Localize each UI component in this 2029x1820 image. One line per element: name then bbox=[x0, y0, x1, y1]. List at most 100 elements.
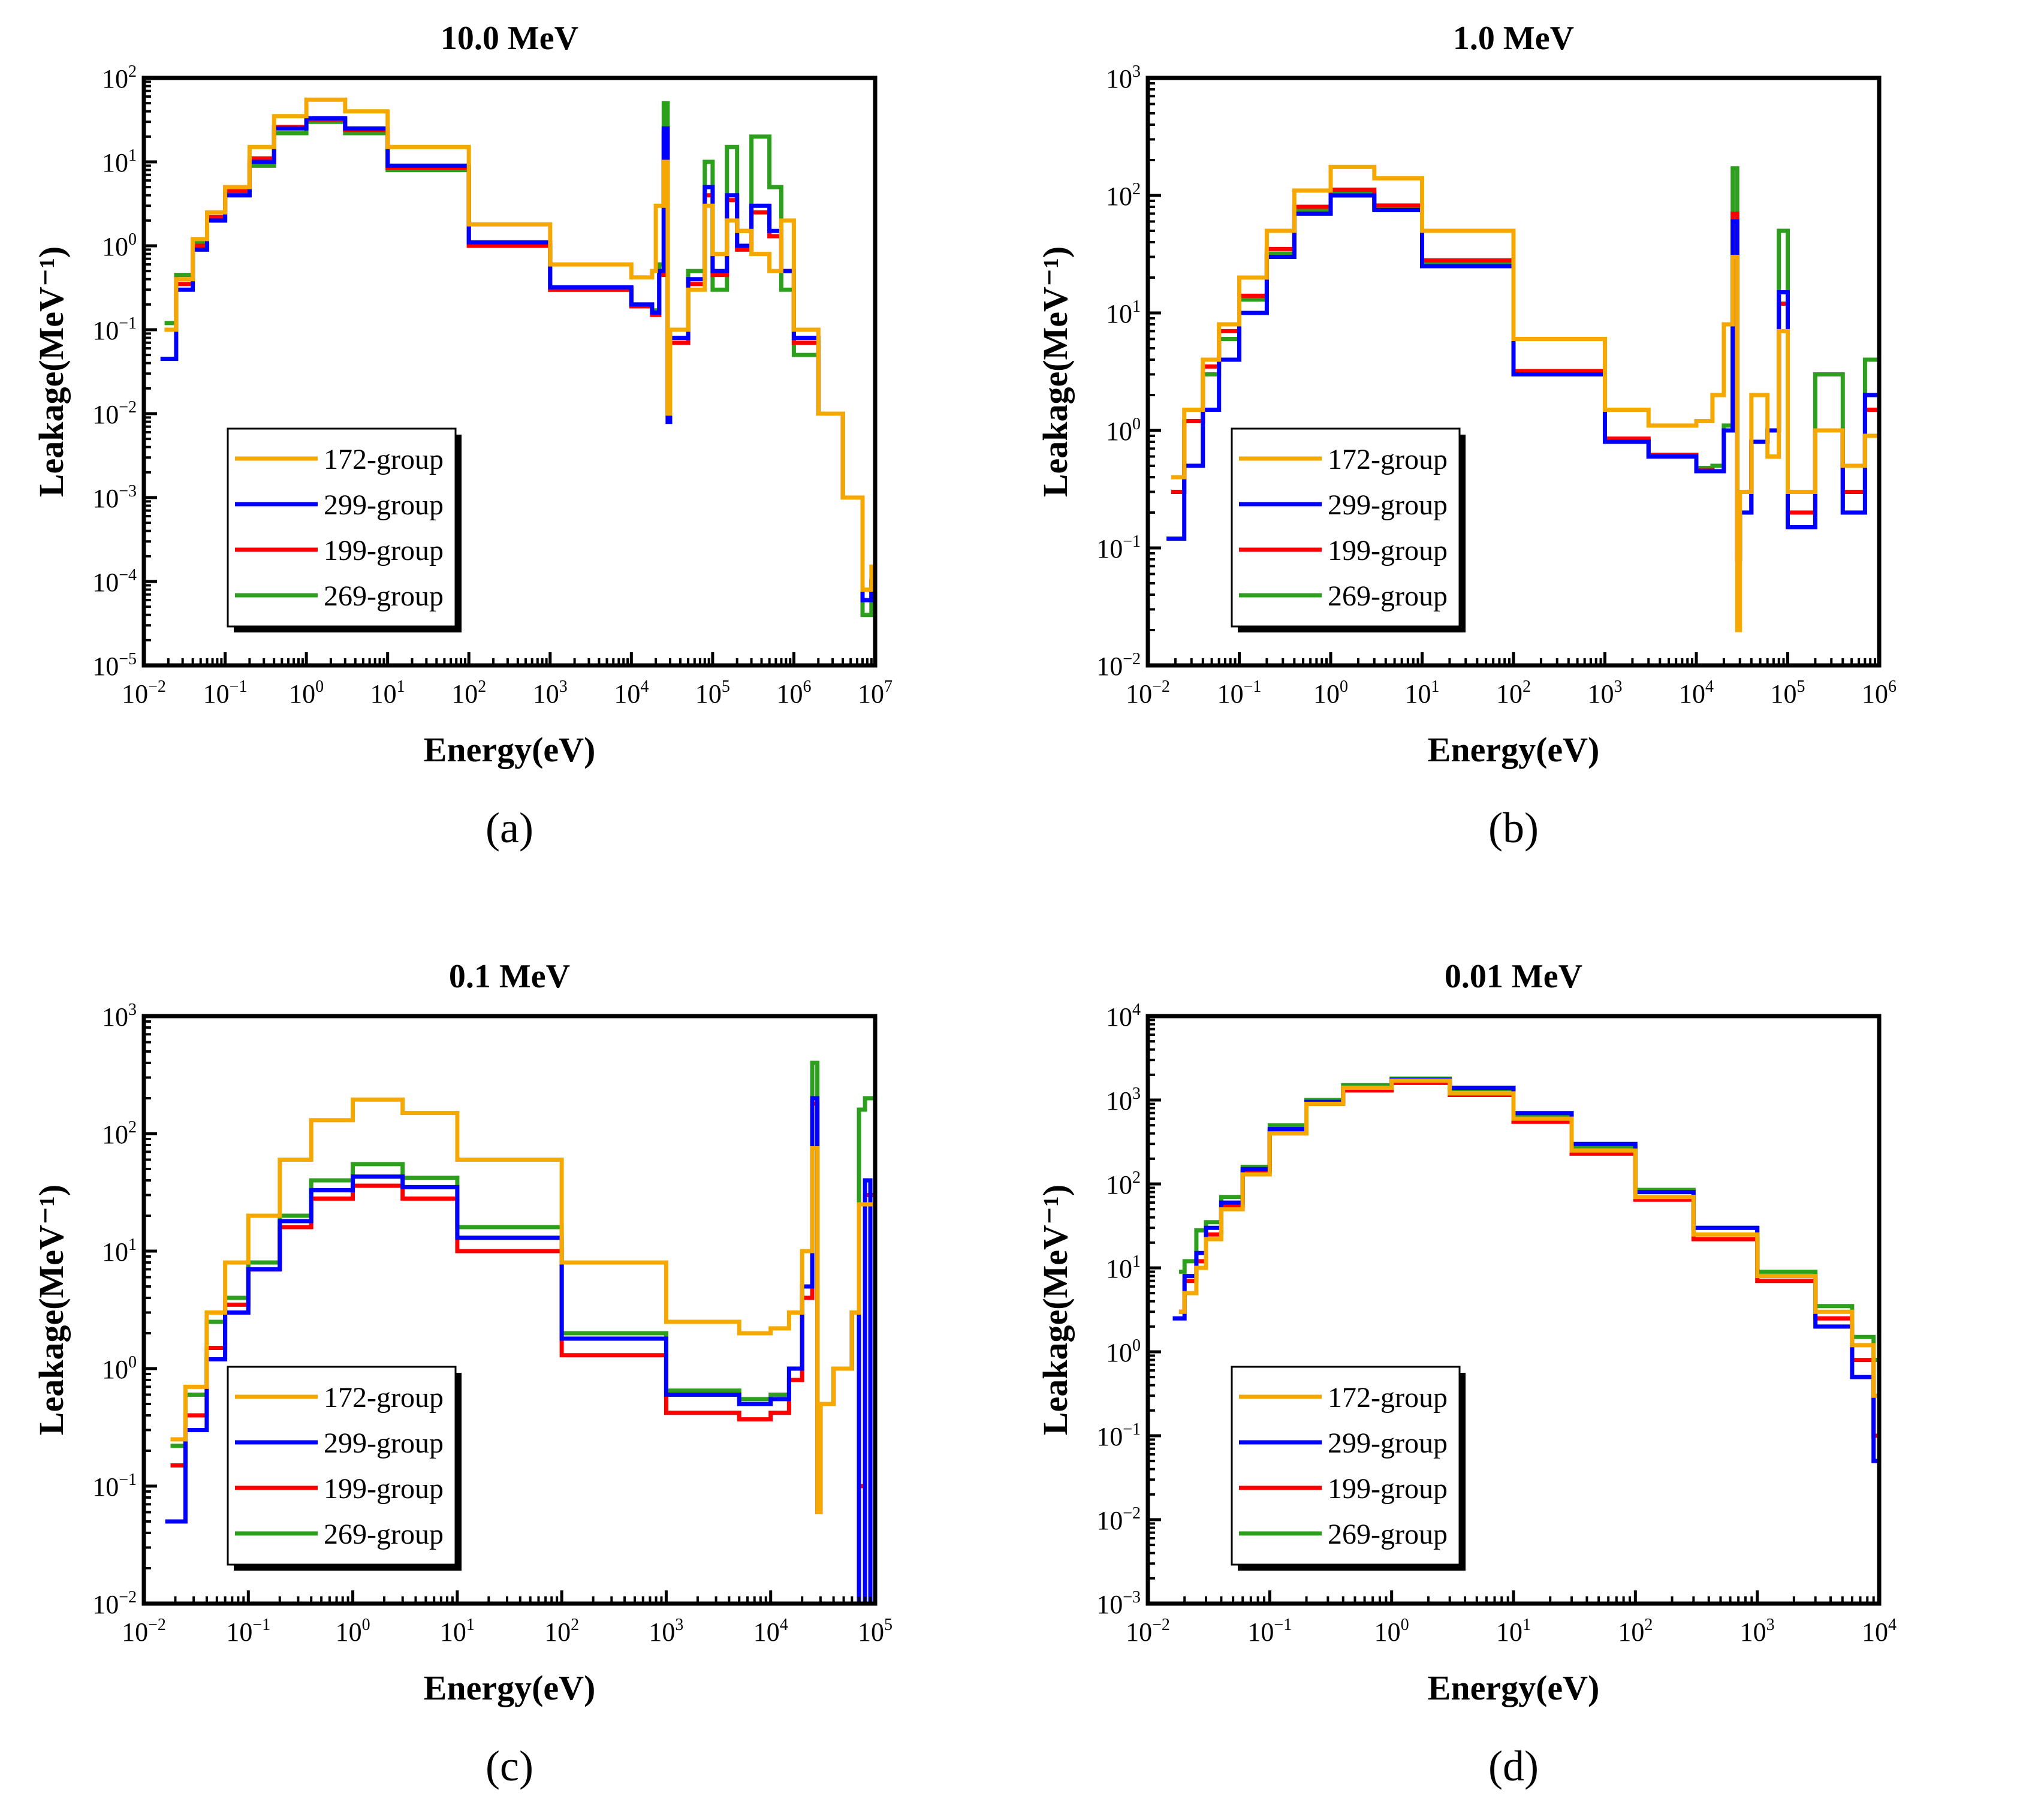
y-axis-label: Leakage(MeV⁻¹) bbox=[32, 246, 71, 497]
legend-label: 269-group bbox=[324, 580, 444, 612]
x-tick-label: 102 bbox=[1618, 1616, 1653, 1647]
plot-area bbox=[165, 1060, 875, 1604]
legend-label: 199-group bbox=[1328, 535, 1448, 567]
x-tick-label: 105 bbox=[1771, 677, 1805, 709]
y-tick-label: 102 bbox=[102, 62, 137, 94]
x-tick-label: 103 bbox=[1740, 1616, 1775, 1647]
y-tick-label: 101 bbox=[1106, 297, 1141, 329]
x-tick-label: 101 bbox=[1405, 677, 1440, 709]
y-axis-label: Leakage(MeV⁻¹) bbox=[32, 1185, 71, 1435]
x-tick-label: 106 bbox=[1862, 677, 1897, 709]
legend-label: 269-group bbox=[1328, 1518, 1448, 1550]
x-tick-label: 103 bbox=[533, 677, 568, 709]
x-tick-label: 101 bbox=[440, 1616, 475, 1647]
x-tick-label: 104 bbox=[1862, 1616, 1897, 1647]
x-tick-label: 10−2 bbox=[122, 677, 166, 709]
x-tick-label: 101 bbox=[1496, 1616, 1531, 1647]
y-axis-label: Leakage(MeV⁻¹) bbox=[1036, 1185, 1075, 1435]
x-tick-label: 103 bbox=[1588, 677, 1623, 709]
chart-panel: 1.0 MeV 10−2 10−1 100 101 102 103 104 105 106 10−2… bbox=[1034, 6, 1993, 869]
x-tick-label: 104 bbox=[1679, 677, 1714, 709]
series-line-172-group bbox=[164, 97, 875, 592]
x-tick-label: 102 bbox=[544, 1616, 579, 1647]
panel-caption: (a) bbox=[486, 804, 533, 852]
chart-svg: 0.1 MeV 10−2 10−1 100 101 102 103 104 105 10−2 10−… bbox=[32, 958, 893, 1790]
x-axis-label: Energy(eV) bbox=[1428, 730, 1600, 769]
x-tick-label: 10−2 bbox=[122, 1616, 166, 1647]
y-axis-label: Leakage(MeV⁻¹) bbox=[1036, 246, 1075, 497]
x-tick-label: 10−2 bbox=[1126, 1616, 1170, 1647]
x-tick-label: 102 bbox=[1496, 677, 1531, 709]
x-tick-label: 105 bbox=[695, 677, 730, 709]
plot-frame bbox=[141, 1014, 878, 1606]
x-tick-label: 102 bbox=[451, 677, 486, 709]
legend-label: 269-group bbox=[1328, 580, 1448, 612]
chart-title: 1.0 MeV bbox=[1453, 20, 1574, 57]
x-tick-label: 10−2 bbox=[1126, 677, 1170, 709]
chart-panel: 0.01 MeV 10−2 10−1 100 101 102 103 104 10−3 10−2 1… bbox=[1034, 944, 1993, 1807]
legend-label: 299-group bbox=[1328, 489, 1448, 521]
y-tick-label: 10−2 bbox=[92, 398, 137, 429]
x-tick-label: 107 bbox=[858, 677, 893, 709]
x-tick-label: 104 bbox=[753, 1616, 788, 1647]
x-tick-label: 100 bbox=[289, 677, 324, 709]
x-tick-label: 100 bbox=[1313, 677, 1348, 709]
chart-title: 0.01 MeV bbox=[1445, 958, 1582, 995]
legend-label: 299-group bbox=[324, 489, 444, 521]
chart-panel: 0.1 MeV 10−2 10−1 100 101 102 103 104 105 10−2 10−… bbox=[30, 944, 989, 1807]
chart-title: 10.0 MeV bbox=[441, 20, 578, 57]
panel-caption: (b) bbox=[1488, 804, 1539, 852]
y-tick-label: 102 bbox=[1106, 180, 1141, 211]
y-tick-label: 100 bbox=[1106, 415, 1141, 446]
legend-label: 299-group bbox=[324, 1427, 444, 1459]
plot-area bbox=[1172, 1076, 1879, 1494]
y-tick-label: 10−2 bbox=[1096, 650, 1141, 681]
y-tick-label: 10−1 bbox=[92, 1471, 137, 1502]
panel-caption: (d) bbox=[1488, 1742, 1539, 1790]
x-tick-label: 104 bbox=[614, 677, 649, 709]
x-tick-label: 10−1 bbox=[226, 1616, 270, 1647]
x-tick-label: 100 bbox=[1374, 1616, 1409, 1647]
y-tick-label: 100 bbox=[102, 230, 137, 261]
y-tick-label: 10−1 bbox=[92, 314, 137, 345]
y-tick-label: 101 bbox=[102, 1236, 137, 1267]
x-tick-label: 10−1 bbox=[203, 677, 248, 709]
legend-label: 199-group bbox=[324, 535, 444, 567]
y-tick-label: 10−3 bbox=[92, 482, 137, 513]
chart-title: 0.1 MeV bbox=[449, 958, 570, 995]
y-tick-label: 10−1 bbox=[1096, 1420, 1141, 1451]
plot-frame bbox=[141, 76, 878, 668]
y-tick-label: 10−2 bbox=[92, 1588, 137, 1619]
x-axis-label: Energy(eV) bbox=[1428, 1668, 1600, 1707]
x-axis-label: Energy(eV) bbox=[424, 1668, 596, 1707]
y-tick-label: 10−2 bbox=[1096, 1504, 1141, 1535]
legend-label: 172-group bbox=[324, 1382, 444, 1414]
y-tick-label: 10−3 bbox=[1096, 1588, 1141, 1619]
y-tick-label: 101 bbox=[1106, 1252, 1141, 1283]
y-tick-label: 103 bbox=[1106, 62, 1141, 94]
legend-label: 269-group bbox=[324, 1518, 444, 1550]
y-tick-label: 102 bbox=[1106, 1168, 1141, 1200]
x-tick-label: 10−1 bbox=[1247, 1616, 1292, 1647]
plot-area bbox=[160, 97, 875, 617]
y-tick-label: 103 bbox=[102, 1001, 137, 1032]
chart-panel: 10.0 MeV 10−2 10−1 100 101 102 103 104 105 106 107… bbox=[30, 6, 989, 869]
y-tick-label: 100 bbox=[1106, 1336, 1141, 1367]
x-tick-label: 101 bbox=[370, 677, 405, 709]
legend-label: 199-group bbox=[1328, 1473, 1448, 1505]
x-tick-label: 103 bbox=[649, 1616, 683, 1647]
y-tick-label: 102 bbox=[102, 1118, 137, 1149]
y-tick-label: 10−1 bbox=[1096, 532, 1141, 564]
x-tick-label: 105 bbox=[858, 1616, 893, 1647]
x-tick-label: 100 bbox=[336, 1616, 370, 1647]
y-tick-label: 103 bbox=[1106, 1084, 1141, 1116]
legend-label: 172-group bbox=[1328, 1382, 1448, 1414]
plot-area bbox=[1166, 164, 1879, 632]
legend-label: 299-group bbox=[1328, 1427, 1448, 1459]
chart-svg: 10.0 MeV 10−2 10−1 100 101 102 103 104 105 106 107… bbox=[32, 20, 893, 852]
series-line-172-group bbox=[170, 1097, 875, 1514]
y-tick-label: 10−4 bbox=[92, 566, 137, 597]
y-tick-label: 101 bbox=[102, 146, 137, 177]
legend-label: 172-group bbox=[324, 444, 444, 475]
y-tick-label: 100 bbox=[102, 1353, 137, 1384]
